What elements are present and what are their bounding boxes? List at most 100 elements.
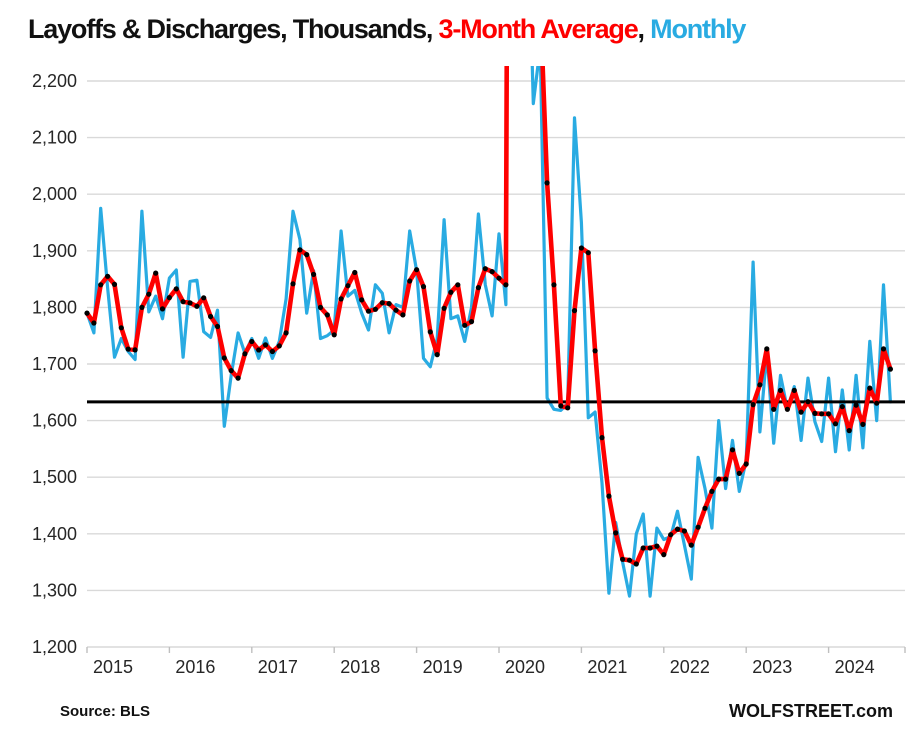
x-axis-label: 2022 <box>670 657 710 677</box>
average-marker <box>784 406 791 412</box>
title-part-average-legend: 3-Month Average <box>438 14 639 44</box>
x-axis-label: 2020 <box>505 657 545 677</box>
average-marker <box>743 461 749 467</box>
average-marker <box>166 295 172 301</box>
source-label: Source: BLS <box>60 703 151 720</box>
average-marker <box>791 387 797 393</box>
chart-svg: 1,200 1,300 1,400 1,500 1,600 1,700 1,800 1,900… <box>32 66 906 677</box>
average-marker <box>386 301 392 307</box>
x-axis-label: 2024 <box>835 657 875 677</box>
average-marker <box>338 296 344 302</box>
x-axis-label: 2023 <box>752 657 792 677</box>
x-axis-label: 2018 <box>340 657 380 677</box>
average-marker <box>304 252 310 258</box>
average-marker <box>146 291 152 297</box>
y-axis-label: 1,700 <box>32 354 77 374</box>
average-marker <box>235 375 241 381</box>
average-marker <box>159 306 166 312</box>
average-marker <box>105 273 111 279</box>
y-axis-label: 1,600 <box>32 411 77 431</box>
average-marker <box>674 526 681 532</box>
average-marker <box>846 428 852 434</box>
average-marker <box>393 307 399 313</box>
average-marker <box>544 180 550 186</box>
average-marker <box>565 405 571 411</box>
average-marker <box>606 493 612 499</box>
monthly-line <box>85 66 893 598</box>
average-marker <box>208 313 214 320</box>
average-marker <box>379 300 385 306</box>
average-marker <box>798 409 804 415</box>
x-axis-label: 2019 <box>423 657 463 677</box>
average-marker <box>118 325 124 331</box>
average-marker <box>716 476 722 482</box>
average-marker <box>372 306 378 312</box>
x-axis-label: 2015 <box>93 657 133 677</box>
average-marker <box>420 284 427 290</box>
average-marker <box>592 348 598 354</box>
average-marker <box>681 528 688 534</box>
average-marker <box>853 402 859 408</box>
average-marker <box>194 303 200 309</box>
y-axis-label: 1,300 <box>32 580 77 600</box>
average-marker <box>887 366 894 372</box>
average-marker <box>668 532 674 538</box>
title-part-monthly-legend: Monthly <box>650 14 746 44</box>
average-marker <box>661 552 667 558</box>
average-marker <box>262 342 269 348</box>
average-marker <box>832 421 839 427</box>
average-marker <box>764 346 770 352</box>
average-marker <box>359 297 365 303</box>
average-marker <box>880 346 887 352</box>
average-marker <box>111 281 118 287</box>
average-marker <box>736 470 742 476</box>
average-marker <box>125 346 131 352</box>
average-marker <box>867 385 873 391</box>
average-marker <box>468 319 475 325</box>
average-marker <box>620 556 626 562</box>
average-marker <box>317 304 324 310</box>
average-marker <box>297 247 303 253</box>
y-axis-label: 1,500 <box>32 467 77 487</box>
average-marker <box>400 312 406 318</box>
average-marker <box>441 305 447 311</box>
average-marker <box>462 322 468 328</box>
average-marker <box>640 545 646 551</box>
average-marker <box>805 399 811 405</box>
average-marker <box>599 435 605 441</box>
average-marker <box>365 308 372 314</box>
average-marker <box>153 270 159 276</box>
average-marker <box>91 320 97 326</box>
average-line <box>85 66 893 567</box>
y-axis-label: 2,200 <box>32 71 77 91</box>
chart-title: Layoffs & Discharges, Thousands, 3-Month… <box>28 14 746 45</box>
average-marker <box>173 286 179 292</box>
average-marker <box>98 282 104 288</box>
average-marker <box>448 289 454 295</box>
average-marker <box>613 530 619 536</box>
average-marker <box>283 330 289 336</box>
average-marker <box>723 476 729 482</box>
average-marker <box>647 545 653 551</box>
y-axis-label: 1,400 <box>32 524 77 544</box>
average-marker <box>860 421 866 427</box>
average-marker <box>626 557 633 563</box>
average-marker <box>242 351 248 357</box>
average-marker <box>228 368 234 374</box>
average-marker <box>324 312 330 318</box>
average-marker <box>290 281 296 287</box>
title-part-main: Layoffs & Discharges, Thousands, <box>28 14 439 44</box>
x-axis-label: 2016 <box>175 657 215 677</box>
average-marker <box>777 387 784 393</box>
average-marker <box>633 561 639 567</box>
average-marker <box>551 282 557 288</box>
average-marker <box>221 355 227 361</box>
y-axis-label: 1,200 <box>32 637 77 657</box>
average-marker <box>839 404 845 410</box>
average-marker <box>571 308 578 314</box>
average-marker <box>249 338 255 345</box>
watermark: WOLFSTREET.com <box>728 701 893 721</box>
average-marker <box>757 382 763 388</box>
average-marker <box>496 275 502 281</box>
average-marker <box>771 406 777 412</box>
